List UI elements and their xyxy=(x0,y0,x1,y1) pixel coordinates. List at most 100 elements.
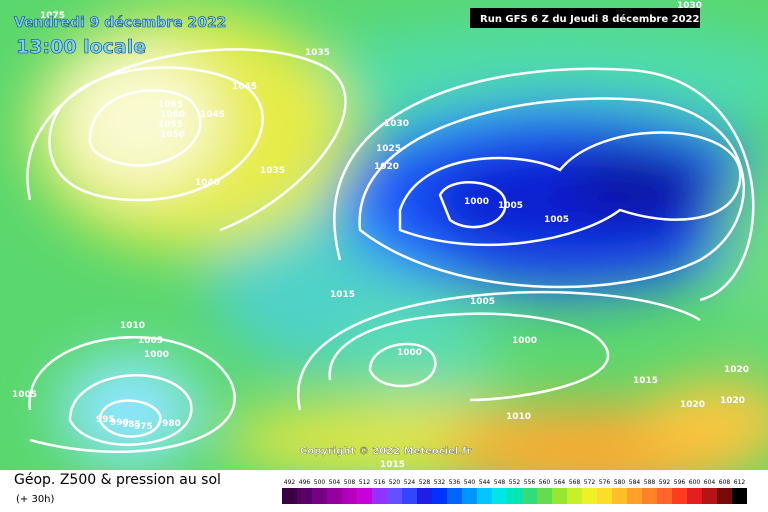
scale-swatch xyxy=(717,488,732,504)
scale-label: 524 xyxy=(404,479,416,486)
scale-label: 512 xyxy=(359,479,371,486)
scale-swatch xyxy=(687,488,702,504)
scale-label: 532 xyxy=(434,479,446,486)
scale-label: 596 xyxy=(674,479,686,486)
isobar-label: 1030 xyxy=(384,119,409,129)
isobar-label: 985 xyxy=(122,420,141,430)
isobar-label: 1030 xyxy=(677,1,702,11)
isobar-label: 1035 xyxy=(305,48,330,58)
scale-label: 500 xyxy=(314,479,326,486)
isobar-label: 1035 xyxy=(260,166,285,176)
isobar-label: 1075 xyxy=(40,11,65,21)
scale-swatch xyxy=(282,488,297,504)
scale-swatch xyxy=(417,488,432,504)
isobar-label: 1000 xyxy=(464,197,489,207)
scale-swatch xyxy=(387,488,402,504)
scale-label: 544 xyxy=(479,479,491,486)
isobar-label: 1005 xyxy=(12,390,37,400)
scale-label: 576 xyxy=(599,479,611,486)
scale-label: 556 xyxy=(524,479,536,486)
scale-swatch xyxy=(672,488,687,504)
isobar-label: 1005 xyxy=(544,215,569,225)
isobar-label: 1045 xyxy=(200,110,225,120)
isobar-label: 980 xyxy=(162,419,181,429)
scale-label: 584 xyxy=(629,479,641,486)
scale-label: 600 xyxy=(689,479,701,486)
scale-swatch xyxy=(612,488,627,504)
scale-label: 520 xyxy=(389,479,401,486)
legend-subtitle: (+ 30h) xyxy=(16,494,55,505)
isobar-label: 1015 xyxy=(330,290,355,300)
scale-label: 592 xyxy=(659,479,671,486)
scale-label: 508 xyxy=(344,479,356,486)
isobar-label: 1060 xyxy=(160,110,185,120)
isobar-label: 975 xyxy=(134,422,153,432)
scale-swatch xyxy=(402,488,417,504)
scale-swatch xyxy=(297,488,312,504)
isobar-label: 1005 xyxy=(498,201,523,211)
scale-swatch xyxy=(552,488,567,504)
isobar-label: 1045 xyxy=(232,82,257,92)
isobar-label: 1055 xyxy=(158,120,183,130)
forecast-time: 13:00 locale xyxy=(16,36,146,58)
isobar-label: 1005 xyxy=(470,297,495,307)
legend-title: Géop. Z500 & pression au sol xyxy=(14,472,221,488)
isobar-label: 1050 xyxy=(160,130,185,140)
scale-label: 604 xyxy=(704,479,716,486)
scale-swatch xyxy=(342,488,357,504)
isobar-label: 1020 xyxy=(374,162,399,172)
isobar-label: 1015 xyxy=(633,376,658,386)
scale-swatch xyxy=(462,488,477,504)
scale-swatch xyxy=(732,488,747,504)
scale-swatch xyxy=(627,488,642,504)
run-info: Run GFS 6 Z du Jeudi 8 décembre 2022 xyxy=(480,13,700,25)
isobar-label: 1000 xyxy=(512,336,537,346)
isobar-label: 1025 xyxy=(376,144,401,154)
scale-label: 580 xyxy=(614,479,626,486)
scale-label: 612 xyxy=(734,479,746,486)
scale-swatch xyxy=(357,488,372,504)
isobar-label: 1000 xyxy=(144,350,169,360)
scale-swatch xyxy=(327,488,342,504)
map: 1075 1035 1045 1065 1060 1055 1050 1045 … xyxy=(0,0,768,470)
copyright: Copyright © 2022 Meteociel.fr xyxy=(300,446,471,457)
color-scale: 492 496 500 504 508 512 516 520 524 528 532 536 540 5… xyxy=(282,479,747,504)
scale-swatch xyxy=(522,488,537,504)
scale-label: 568 xyxy=(569,479,581,486)
scale-swatch xyxy=(492,488,507,504)
scale-label: 536 xyxy=(449,479,461,486)
isobar-label: 1020 xyxy=(680,400,705,410)
isobar-label: 1000 xyxy=(397,348,422,358)
forecast-date: Vendredi 9 décembre 2022 xyxy=(14,15,226,31)
scale-swatch xyxy=(447,488,462,504)
isobar-label: 995 xyxy=(96,415,115,425)
run-box xyxy=(470,8,700,28)
scale-swatch xyxy=(432,488,447,504)
scale-label: 588 xyxy=(644,479,656,486)
scale-label: 540 xyxy=(464,479,476,486)
isobar-label: 1065 xyxy=(158,100,183,110)
scale-label: 548 xyxy=(494,479,506,486)
scale-swatch xyxy=(642,488,657,504)
isobar-label: 1015 xyxy=(380,460,405,470)
scale-label: 572 xyxy=(584,479,596,486)
scale-label: 608 xyxy=(719,479,731,486)
geopotential-field xyxy=(30,10,768,470)
scale-label: 516 xyxy=(374,479,386,486)
scale-label: 552 xyxy=(509,479,521,486)
scale-swatch xyxy=(372,488,387,504)
isobar-label: 1005 xyxy=(138,336,163,346)
scale-label: 504 xyxy=(329,479,341,486)
scale-swatch xyxy=(537,488,552,504)
isobar-labels: 1075 1035 1045 1065 1060 1055 1050 1045 … xyxy=(12,1,749,470)
isobar-label: 1010 xyxy=(120,321,145,331)
scale-label: 492 xyxy=(284,479,296,486)
scale-label: 560 xyxy=(539,479,551,486)
scale-label: 564 xyxy=(554,479,566,486)
scale-swatch xyxy=(582,488,597,504)
isobar-label: 990 xyxy=(110,418,129,428)
scale-swatch xyxy=(477,488,492,504)
isobar-label: 1010 xyxy=(506,412,531,422)
scale-label: 496 xyxy=(299,479,311,486)
